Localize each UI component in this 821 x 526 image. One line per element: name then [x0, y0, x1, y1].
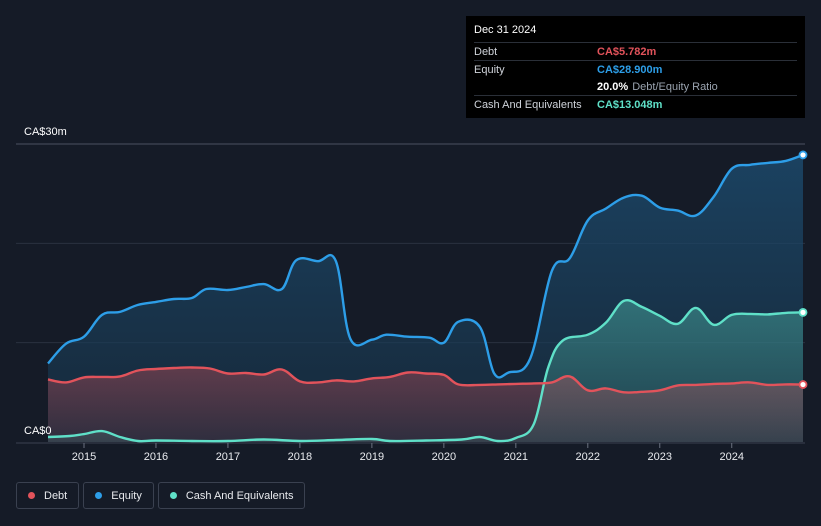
legend-dot-debt	[28, 492, 35, 499]
debt-area	[48, 367, 803, 442]
legend-item-debt[interactable]: Debt	[16, 482, 80, 509]
tooltip-cash-value: CA$13.048m	[597, 98, 663, 111]
tooltip-debt-label: Debt	[474, 45, 498, 58]
x-tick-label-2017: 2017	[216, 451, 240, 463]
legend-label-equity: Equity	[111, 489, 142, 502]
x-tick-label-2019: 2019	[360, 451, 384, 463]
cash-and-equivalents-end-marker	[798, 307, 808, 317]
legend-dot-equity	[95, 492, 103, 499]
end-markers	[798, 150, 808, 389]
legend-label-debt: Debt	[44, 489, 68, 502]
tooltip-debt-value: CA$5.782m	[597, 45, 657, 58]
y-axis-top-label: CA$30m	[24, 126, 67, 138]
x-tick-label-2018: 2018	[288, 451, 312, 463]
tooltip-ratio-value: 20.0%	[597, 80, 629, 93]
x-tick-label-2024: 2024	[720, 451, 744, 463]
legend-item-cash[interactable]: Cash And Equivalents	[157, 482, 306, 509]
x-tick-label-2016: 2016	[144, 451, 168, 463]
tooltip-row-ratio: 20.0% Debt/Equity Ratio	[474, 78, 797, 95]
tooltip-row-equity: Equity CA$28.900m	[474, 60, 797, 78]
tooltip-row-cash: Cash And Equivalents CA$13.048m	[474, 95, 797, 113]
legend-label-cash: Cash And Equivalents	[185, 489, 294, 502]
legend-item-equity[interactable]: Equity	[83, 482, 154, 509]
tooltip-ratio-label: Debt/Equity Ratio	[632, 80, 718, 93]
series-areas	[48, 154, 803, 442]
data-tooltip: Dec 31 2024 Debt CA$5.782m Equity CA$28.…	[466, 16, 805, 118]
tooltip-row-debt: Debt CA$5.782m	[474, 42, 797, 60]
equity-line	[47, 153, 804, 379]
x-tick-label-2023: 2023	[648, 451, 672, 463]
chart-legend: Debt Equity Cash And Equivalents	[16, 482, 306, 509]
tooltip-equity-value: CA$28.900m	[597, 63, 663, 76]
x-tick-label-2020: 2020	[432, 451, 456, 463]
tooltip-date: Dec 31 2024	[474, 24, 537, 36]
equity-end-marker	[798, 150, 808, 160]
x-tick-label-2015: 2015	[72, 451, 96, 463]
debt-end-marker	[798, 380, 808, 389]
debt-line	[47, 366, 804, 394]
series-lines	[47, 153, 804, 443]
cash-and-equivalents-line	[47, 299, 804, 443]
x-tick-label-2022: 2022	[576, 451, 600, 463]
x-tick-label-2021: 2021	[504, 451, 528, 463]
legend-dot-cash	[169, 492, 177, 499]
x-axis: 2015 2016 2017 2018 2019 2020 2021 2022 2023 2024	[72, 443, 744, 463]
y-axis-bottom-label: CA$0	[24, 425, 52, 437]
tooltip-cash-label: Cash And Equivalents	[474, 98, 582, 111]
tooltip-equity-label: Equity	[474, 63, 505, 76]
